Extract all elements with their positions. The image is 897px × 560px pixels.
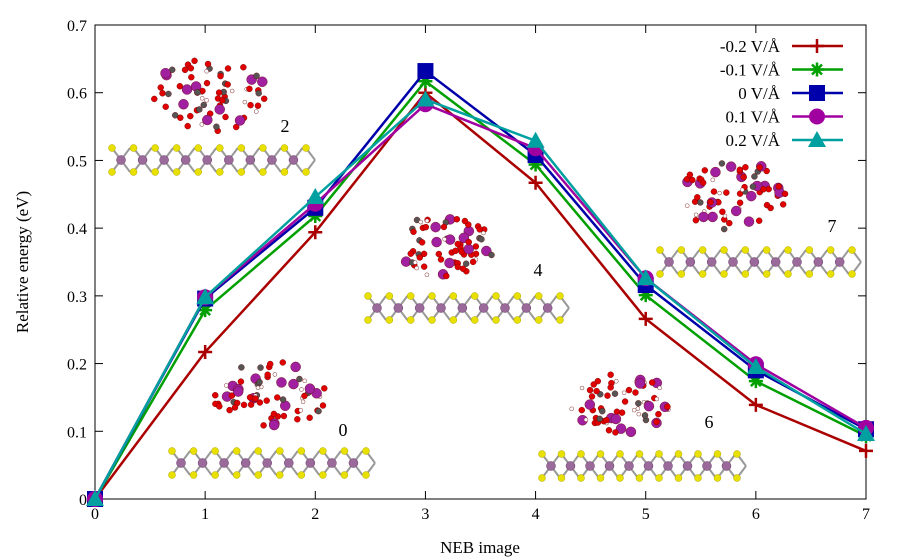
x-tick-label: 0: [91, 506, 99, 523]
y-axis-label: Relative energy (eV): [13, 191, 32, 333]
legend-entry: -0.1 V/Å: [720, 61, 843, 80]
data-point: [308, 208, 323, 223]
data-point: [528, 175, 543, 190]
data-point: [809, 85, 825, 101]
data-point: [810, 39, 824, 53]
data-point: [810, 62, 824, 77]
data-point: [636, 269, 655, 286]
data-point: [308, 225, 323, 240]
x-tick-label: 3: [421, 506, 429, 523]
inset-label: 0: [339, 420, 348, 440]
legend-label: -0.1 V/Å: [720, 61, 781, 80]
data-point: [859, 443, 873, 458]
inset-label: 2: [281, 116, 290, 136]
x-tick-label: 1: [201, 506, 209, 523]
inset-label: 7: [828, 216, 837, 236]
y-tick-label: 0: [79, 492, 87, 509]
legend-label: 0.1 V/Å: [726, 108, 781, 127]
legend-label: -0.2 V/Å: [720, 37, 781, 56]
series-line: [93, 98, 867, 500]
legend-entry: 0 V/Å: [738, 84, 843, 103]
data-point: [198, 303, 213, 318]
data-point: [746, 357, 765, 374]
mos2-slab-structure: [108, 144, 316, 176]
x-tick-label: 5: [642, 506, 650, 523]
x-tick-label: 6: [752, 506, 760, 523]
legend-entry: 0.2 V/Å: [726, 131, 843, 150]
data-point: [417, 63, 434, 80]
data-point: [638, 288, 653, 303]
series-line: [93, 79, 867, 500]
data-point: [86, 490, 104, 506]
y-tick-label: 0.4: [67, 221, 87, 238]
data-point: [416, 90, 435, 107]
molecule-cluster-structure: [151, 57, 268, 135]
y-tick-label: 0.1: [67, 424, 87, 441]
x-tick-label: 4: [532, 506, 540, 523]
data-point: [526, 131, 545, 148]
series-line: [93, 69, 867, 500]
data-point: [306, 187, 325, 204]
legend-label: 0.2 V/Å: [726, 131, 781, 150]
data-point: [748, 374, 763, 389]
data-point: [808, 131, 826, 147]
data-point: [528, 157, 543, 172]
inset-label: 6: [705, 412, 714, 432]
molecule-cluster-structure: [569, 371, 671, 438]
mos2-slab-structure: [538, 450, 747, 482]
data-point: [198, 345, 213, 360]
y-tick-label: 0.6: [67, 86, 87, 103]
x-axis-label: NEB image: [440, 538, 520, 557]
mos2-slab-structure: [364, 292, 570, 324]
data-point: [809, 108, 825, 125]
mos2-slab-structure: [656, 246, 862, 278]
y-tick-label: 0.2: [67, 357, 87, 374]
data-point: [748, 397, 763, 412]
data-point: [638, 311, 653, 326]
legend-entry: -0.2 V/Å: [720, 37, 843, 56]
x-tick-label: 7: [862, 506, 870, 523]
data-point: [418, 74, 433, 89]
legend-entry: 0.1 V/Å: [726, 108, 843, 127]
series-line: [93, 90, 867, 500]
legend-label: 0 V/Å: [738, 84, 780, 103]
x-tick-label: 2: [311, 506, 319, 523]
mos2-slab-structure: [168, 447, 376, 479]
plot-frame: [94, 24, 867, 500]
y-tick-label: 0.5: [67, 153, 87, 170]
data-point: [857, 424, 875, 441]
y-tick-label: 0.3: [67, 289, 87, 306]
y-tick-label: 0.7: [67, 18, 87, 35]
molecule-cluster-structure: [212, 359, 328, 431]
inset-label: 4: [534, 260, 543, 280]
series-square: [87, 63, 874, 507]
data-point: [196, 288, 215, 305]
molecule-cluster-structure: [682, 160, 789, 233]
molecule-cluster-structure: [400, 214, 495, 280]
series-triangle: [86, 90, 875, 506]
